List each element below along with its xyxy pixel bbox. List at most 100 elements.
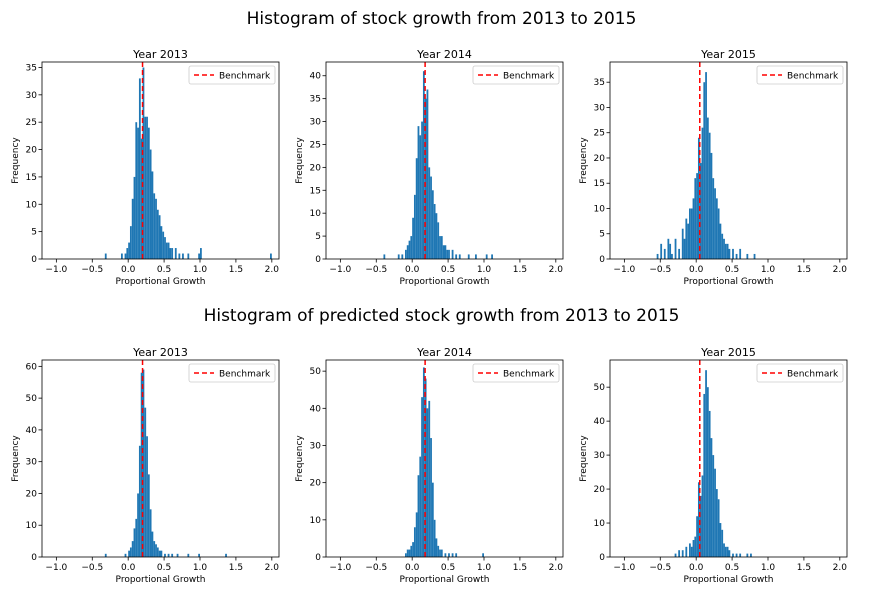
legend-label: Benchmark — [787, 370, 839, 380]
histogram-bar — [198, 253, 200, 259]
histogram-bar — [681, 228, 684, 259]
histogram-bar — [167, 242, 170, 259]
histogram-bar — [708, 410, 711, 557]
legend-box — [188, 363, 276, 383]
histogram-bar — [151, 531, 154, 557]
histogram-bar — [406, 549, 409, 557]
histogram-bar — [681, 550, 684, 557]
y-tick-label: 40 — [310, 72, 322, 82]
x-tick-label: 0.5 — [441, 563, 455, 573]
histogram-bar — [131, 541, 134, 557]
histogram-bar — [383, 254, 386, 259]
histogram-bar — [674, 238, 677, 259]
x-tick-label: 0.0 — [121, 563, 136, 573]
histogram-bar — [746, 253, 749, 259]
legend-label: Benchmark — [219, 370, 271, 380]
histogram-bar — [714, 188, 716, 259]
histogram-bar — [705, 370, 707, 557]
x-tick-label: −0.5 — [81, 265, 103, 275]
histogram-bar — [200, 248, 202, 259]
histogram-bar — [408, 549, 411, 557]
y-axis-label: Frequency — [295, 435, 305, 482]
histogram-bar — [178, 253, 181, 259]
x-tick-label: 2.0 — [833, 563, 848, 573]
histogram-bar — [176, 553, 179, 557]
histogram-bar — [724, 546, 727, 557]
y-axis-label: Frequency — [579, 435, 589, 482]
histogram-bar — [732, 248, 734, 259]
y-tick-label: 25 — [26, 118, 37, 128]
y-tick-label: 10 — [26, 200, 38, 210]
histogram-bar — [739, 248, 742, 259]
histogram-bar — [451, 249, 454, 259]
histogram-bar — [140, 372, 143, 557]
x-tick-label: 1.0 — [193, 563, 208, 573]
legend-label: Benchmark — [787, 72, 839, 82]
histogram-bar — [717, 499, 720, 557]
histogram-bar — [735, 553, 738, 557]
histogram-bar — [225, 553, 227, 557]
x-tick-label: 1.0 — [477, 265, 492, 275]
x-axis-label: Proportional Growth — [400, 575, 490, 585]
histogram-bar — [430, 438, 432, 557]
histogram-bar — [146, 116, 148, 259]
histogram-bar — [674, 553, 677, 557]
histogram-bar — [692, 540, 695, 557]
chart-title: Year 2013 — [132, 346, 188, 359]
histogram-bar — [667, 238, 670, 259]
histogram-bar — [703, 393, 706, 557]
histogram-bar — [417, 475, 420, 557]
histogram-bar — [421, 397, 423, 557]
y-tick-label: 30 — [594, 451, 606, 461]
x-tick-label: 1.0 — [761, 265, 776, 275]
histogram-bar — [699, 495, 702, 557]
x-axis-label: Proportional Growth — [116, 277, 206, 287]
histogram-bar — [147, 474, 150, 557]
histogram-bar — [428, 167, 431, 259]
histogram-bar — [491, 254, 493, 259]
x-tick-label: −0.5 — [365, 563, 387, 573]
histogram-panel-1: −1.0 −0.5 0.0 0.5 1.0 1.5 2.0 0 5 10 15 20 25 30 35 Yea… — [11, 48, 280, 287]
histogram-bar — [171, 248, 174, 259]
histogram-bar — [719, 523, 722, 557]
histogram-bar — [685, 546, 688, 557]
histogram-bar — [104, 553, 107, 557]
histogram-bar — [431, 482, 434, 557]
histogram-bar — [439, 549, 441, 557]
histogram-bar — [156, 209, 159, 259]
y-tick-label: 0 — [315, 553, 321, 563]
x-tick-label: 1.5 — [513, 563, 527, 573]
histogram-bar — [128, 242, 130, 259]
histogram-bar — [467, 254, 470, 259]
histogram-bar — [663, 248, 666, 259]
histogram-bar — [660, 243, 663, 259]
histogram-bar — [714, 468, 716, 557]
histogram-bar — [687, 223, 689, 259]
histogram-panel-5: −1.0 −0.5 0.0 0.5 1.0 1.5 2.0 0 10 20 30 40 50 Year 2… — [295, 346, 564, 585]
histogram-panel-6: −1.0 −0.5 0.0 0.5 1.0 1.5 2.0 0 10 20 30 40 50 Year 2… — [579, 346, 848, 585]
y-tick-label: 30 — [310, 441, 322, 451]
histogram-bar — [413, 194, 416, 259]
chart-title: Year 2015 — [700, 48, 756, 61]
histogram-bar — [144, 407, 147, 557]
chart-title: Year 2014 — [416, 48, 472, 61]
histogram-bar — [419, 456, 422, 557]
y-tick-label: 50 — [594, 383, 606, 393]
x-tick-label: 0.0 — [405, 563, 420, 573]
x-tick-label: 2.0 — [833, 265, 848, 275]
x-tick-label: 0.0 — [689, 563, 704, 573]
histogram-bar — [753, 253, 756, 259]
histogram-bar — [485, 254, 488, 259]
histogram-bar — [715, 489, 718, 557]
x-axis-label: Proportional Growth — [116, 575, 206, 585]
y-tick-label: 40 — [594, 417, 606, 427]
y-tick-label: 0 — [599, 255, 605, 265]
histogram-bar — [182, 253, 184, 259]
histogram-bar — [448, 553, 450, 557]
y-tick-label: 20 — [310, 163, 322, 173]
axes-frame — [41, 61, 280, 260]
row-title-actual: Histogram of stock growth from 2013 to 2… — [246, 9, 637, 29]
histogram-bar — [435, 538, 438, 557]
histogram-bar — [451, 553, 454, 557]
histogram-bar — [703, 82, 706, 259]
